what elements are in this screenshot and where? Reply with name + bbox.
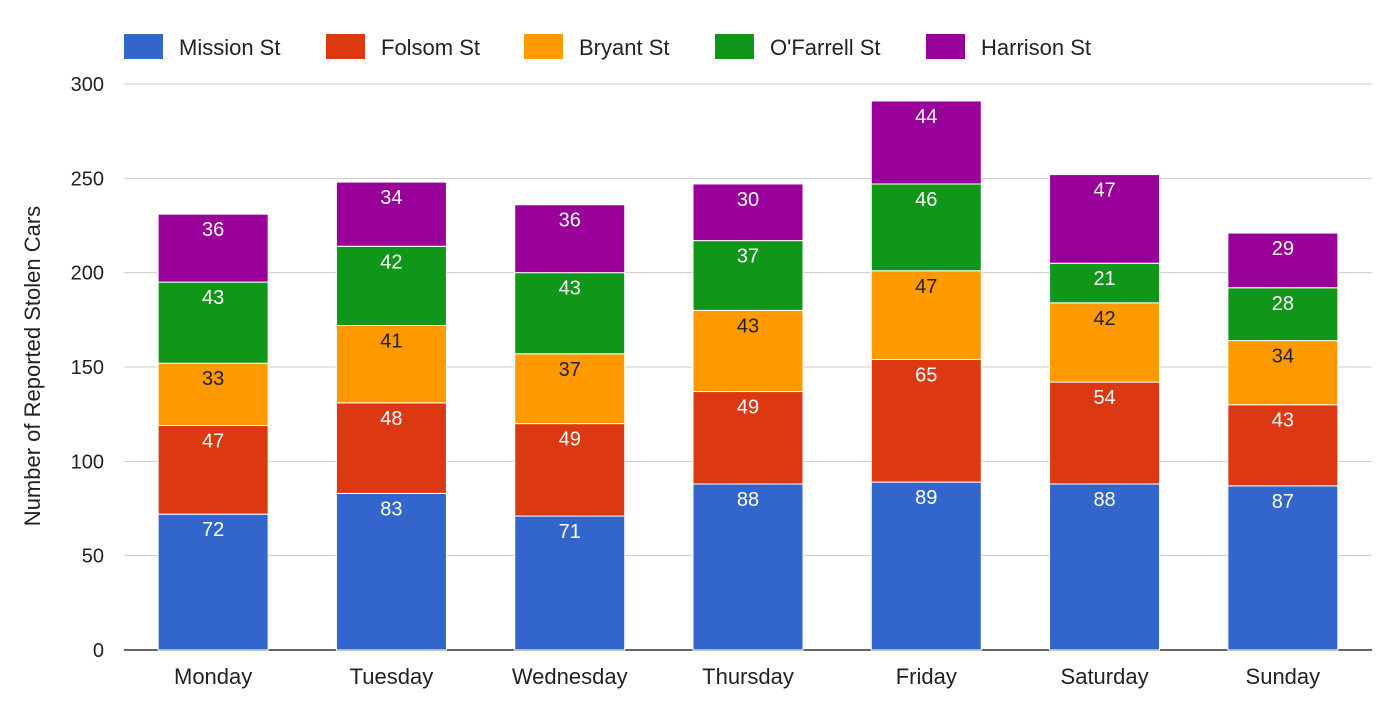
- bar-o-farrell-st-wednesday: [514, 272, 626, 355]
- legend-swatch-harrison-st: [926, 34, 965, 59]
- bar-mission-st-wednesday: [514, 515, 626, 651]
- bar-folsom-st-friday: [870, 358, 982, 483]
- data-label-harrison-st-thursday: 30: [737, 189, 759, 211]
- bar-harrison-st-friday: [870, 100, 982, 185]
- y-tick-label: 300: [71, 74, 104, 96]
- bar-folsom-st-monday: [157, 424, 269, 515]
- data-label-bryant-st-wednesday: 37: [559, 359, 581, 381]
- x-tick-label-friday: Friday: [896, 664, 957, 689]
- data-label-bryant-st-tuesday: 41: [380, 330, 402, 352]
- y-tick-label: 250: [71, 168, 104, 190]
- data-label-mission-st-thursday: 88: [737, 489, 759, 511]
- bar-harrison-st-thursday: [692, 183, 804, 242]
- bar-harrison-st-sunday: [1227, 232, 1339, 289]
- data-label-folsom-st-wednesday: 49: [559, 429, 581, 451]
- x-axis-ticks: Monday Tuesday Wednesday Thursday Friday Satu…: [174, 664, 1320, 689]
- data-label-mission-st-friday: 89: [915, 487, 937, 509]
- x-tick-label-thursday: Thursday: [702, 664, 794, 689]
- bar-o-farrell-st-saturday: [1049, 262, 1161, 304]
- legend-label-folsom-st: Folsom St: [381, 35, 480, 60]
- data-label-harrison-st-saturday: 47: [1093, 180, 1115, 202]
- data-label-o-farrell-st-wednesday: 43: [559, 278, 581, 300]
- data-label-o-farrell-st-sunday: 28: [1272, 293, 1294, 315]
- data-label-mission-st-monday: 72: [202, 519, 224, 541]
- bar-o-farrell-st-sunday: [1227, 287, 1339, 342]
- legend-label-harrison-st: Harrison St: [981, 35, 1091, 60]
- x-tick-label-sunday: Sunday: [1246, 664, 1321, 689]
- bar-bryant-st-wednesday: [514, 353, 626, 425]
- bar-harrison-st-wednesday: [514, 204, 626, 274]
- y-axis-ticks: 0 50 100 150 200 250 300: [71, 74, 104, 662]
- data-label-harrison-st-monday: 36: [202, 219, 224, 241]
- data-label-o-farrell-st-monday: 43: [202, 287, 224, 309]
- bar-mission-st-tuesday: [335, 492, 447, 651]
- bar-bryant-st-saturday: [1049, 302, 1161, 383]
- legend-swatch-folsom-st: [326, 34, 365, 59]
- bar-o-farrell-st-thursday: [692, 240, 804, 311]
- data-label-folsom-st-thursday: 49: [737, 397, 759, 419]
- y-tick-label: 200: [71, 263, 104, 285]
- legend: Mission St Folsom St Bryant St O'Farrell St…: [124, 34, 1091, 60]
- data-label-folsom-st-monday: 47: [202, 430, 224, 452]
- data-label-folsom-st-tuesday: 48: [380, 408, 402, 430]
- legend-swatch-o-farrell-st: [715, 34, 754, 59]
- y-tick-label: 0: [93, 640, 104, 662]
- y-tick-label: 100: [71, 451, 104, 473]
- data-label-harrison-st-sunday: 29: [1272, 238, 1294, 260]
- data-label-harrison-st-wednesday: 36: [559, 210, 581, 232]
- x-tick-label-wednesday: Wednesday: [512, 664, 628, 689]
- data-label-bryant-st-monday: 33: [202, 368, 224, 390]
- bar-harrison-st-monday: [157, 213, 269, 283]
- data-label-folsom-st-saturday: 54: [1093, 387, 1115, 409]
- legend-label-bryant-st: Bryant St: [579, 35, 669, 60]
- data-label-bryant-st-saturday: 42: [1093, 308, 1115, 330]
- legend-swatch-mission-st: [124, 34, 163, 59]
- data-label-harrison-st-friday: 44: [915, 106, 937, 128]
- bar-mission-st-thursday: [692, 483, 804, 651]
- bars: [157, 100, 1339, 651]
- data-label-mission-st-tuesday: 83: [380, 498, 402, 520]
- x-tick-label-monday: Monday: [174, 664, 252, 689]
- bar-bryant-st-thursday: [692, 309, 804, 393]
- data-label-bryant-st-thursday: 43: [737, 315, 759, 337]
- bar-folsom-st-tuesday: [335, 402, 447, 494]
- data-label-o-farrell-st-tuesday: 42: [380, 251, 402, 273]
- y-axis-title: Number of Reported Stolen Cars: [20, 206, 45, 526]
- data-label-bryant-st-sunday: 34: [1272, 346, 1294, 368]
- data-label-bryant-st-friday: 47: [915, 276, 937, 298]
- legend-label-mission-st: Mission St: [179, 35, 280, 60]
- bar-o-farrell-st-monday: [157, 281, 269, 364]
- data-label-folsom-st-sunday: 43: [1272, 410, 1294, 432]
- data-labels: 72 47 33 43 36 83 48 41 42 34 71 49 37 43 36 88 49 43 37 30…: [202, 106, 1294, 543]
- data-label-o-farrell-st-friday: 46: [915, 189, 937, 211]
- bar-folsom-st-sunday: [1227, 404, 1339, 487]
- bar-bryant-st-tuesday: [335, 324, 447, 404]
- bar-folsom-st-wednesday: [514, 423, 626, 517]
- bar-bryant-st-monday: [157, 362, 269, 426]
- y-tick-label: 50: [82, 546, 104, 568]
- x-tick-label-saturday: Saturday: [1061, 664, 1149, 689]
- bar-o-farrell-st-friday: [870, 183, 982, 272]
- x-tick-label-tuesday: Tuesday: [350, 664, 434, 689]
- data-label-folsom-st-friday: 65: [915, 364, 937, 386]
- data-label-harrison-st-tuesday: 34: [380, 187, 402, 209]
- bar-folsom-st-thursday: [692, 391, 804, 485]
- bar-harrison-st-saturday: [1049, 174, 1161, 264]
- data-label-mission-st-saturday: 88: [1093, 489, 1115, 511]
- y-tick-label: 150: [71, 357, 104, 379]
- bar-o-farrell-st-tuesday: [335, 245, 447, 326]
- bar-harrison-st-tuesday: [335, 181, 447, 247]
- bar-mission-st-monday: [157, 513, 269, 651]
- legend-swatch-bryant-st: [524, 34, 563, 59]
- data-label-o-farrell-st-thursday: 37: [737, 246, 759, 268]
- bar-bryant-st-friday: [870, 270, 982, 360]
- legend-label-o-farrell-st: O'Farrell St: [770, 35, 881, 60]
- data-label-o-farrell-st-saturday: 21: [1093, 268, 1115, 290]
- bar-mission-st-friday: [870, 481, 982, 651]
- data-label-mission-st-sunday: 87: [1272, 491, 1294, 513]
- data-label-mission-st-wednesday: 71: [559, 521, 581, 543]
